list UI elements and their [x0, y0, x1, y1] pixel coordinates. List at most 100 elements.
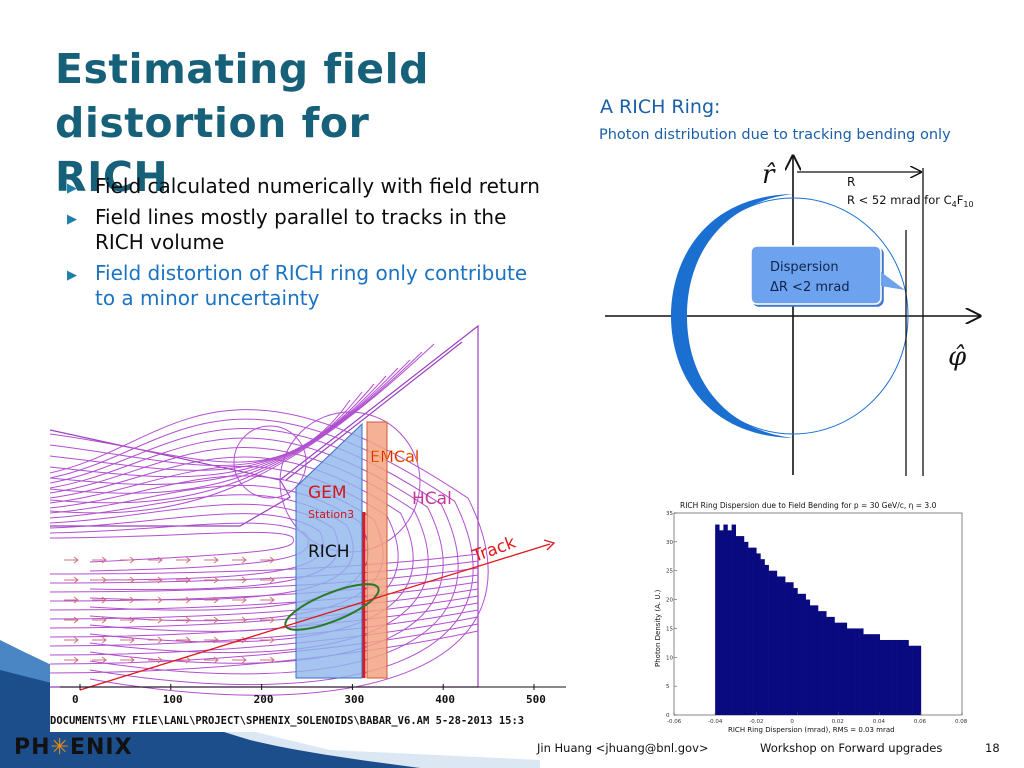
bullet-text: Field distortion of RICH ring only contr…: [95, 261, 528, 310]
field-line: [50, 553, 479, 575]
histogram-bar: [830, 616, 835, 715]
field-vector-arrow: [176, 576, 191, 584]
field-line: [50, 567, 479, 593]
field-vector-arrow: [148, 596, 163, 604]
chart-xlabel: RICH Ring Dispersion (mrad), RMS = 0.03 …: [728, 726, 895, 734]
field-vector-arrow: [120, 616, 135, 624]
histogram-bar: [855, 628, 860, 715]
r-axis-label: r̂: [762, 160, 776, 190]
field-map-tick-label: 500: [526, 693, 546, 706]
bullet-item: ▶ Field lines mostly parallel to tracks i…: [65, 205, 545, 255]
field-vector-arrow: [204, 656, 219, 664]
histogram-bar: [731, 524, 737, 715]
field-vector-arrow: [64, 616, 79, 624]
field-line: [50, 437, 444, 664]
field-line: [50, 574, 479, 602]
field-vector-arrow: [232, 556, 247, 564]
histogram-bar: [916, 645, 922, 715]
ring-subheading: Photon distribution due to tracking bend…: [599, 127, 951, 143]
field-line: [50, 359, 411, 494]
field-line: [50, 391, 363, 466]
hcal-label: HCal: [412, 489, 452, 509]
field-vector-arrow: [260, 596, 275, 604]
histogram-bar: [735, 536, 741, 715]
field-vector-arrow: [204, 576, 219, 584]
rich-volume: [295, 422, 363, 679]
histogram-bar: [908, 645, 913, 715]
y-tick-label: 25: [666, 569, 673, 575]
bullet-list: ▶ Field calculated numerically with field…: [65, 174, 545, 317]
field-vector-arrow: [260, 656, 275, 664]
bullet-arrow-icon: ▶: [67, 268, 77, 283]
field-vector-arrow: [176, 636, 191, 644]
field-vector-arrow: [260, 636, 275, 644]
histogram-bar: [764, 564, 769, 715]
histogram-bar: [883, 639, 889, 715]
field-line: [50, 581, 479, 611]
field-vector-arrow: [120, 636, 135, 644]
bullet-text: Field calculated numerically with field …: [95, 174, 540, 198]
field-line: [50, 418, 474, 686]
x-tick-label: 0.04: [873, 719, 886, 725]
x-tick-label: -0.04: [708, 719, 723, 725]
histogram-bar: [863, 634, 868, 715]
field-line: [50, 630, 479, 674]
field-vector-arrow: [148, 616, 163, 624]
y-tick-label: 10: [666, 655, 673, 661]
field-vector-arrow: [260, 556, 275, 564]
radius-label: R: [847, 175, 855, 189]
chart-title: RICH Ring Dispersion due to Field Bendin…: [680, 501, 937, 510]
field-line: [50, 623, 479, 665]
histogram-bar: [809, 605, 815, 715]
field-vector-arrow: [204, 616, 219, 624]
histogram-bar: [867, 634, 872, 715]
histogram-bar: [846, 628, 852, 715]
y-tick-label: 30: [666, 540, 673, 546]
histogram-bar: [739, 536, 745, 715]
histogram-bar: [842, 622, 848, 715]
field-vector-arrow: [120, 596, 135, 604]
histogram-bar: [850, 628, 856, 715]
phi-axis-label: φ̂: [948, 342, 967, 372]
field-vector-arrow: [92, 556, 107, 564]
dispersion-histogram: RICH Ring Dispersion due to Field Bendin…: [650, 497, 970, 737]
field-vector-arrow: [260, 576, 275, 584]
callout-line2: ΔR <2 mrad: [770, 280, 850, 295]
histogram-bar: [752, 547, 757, 715]
histogram-bar: [887, 639, 893, 715]
field-vector-arrow: [232, 596, 247, 604]
field-vector-arrow: [64, 556, 79, 564]
field-vector-arrow: [176, 616, 191, 624]
histogram-bar: [723, 524, 728, 715]
slide-title: Estimating field distortion for RICH: [55, 45, 430, 201]
field-vector-arrow: [204, 636, 219, 644]
histogram-bar: [760, 559, 765, 715]
bullet-arrow-icon: ▶: [67, 181, 77, 196]
file-path-label: DOCUMENTS\MY FILE\LANL\PROJECT\SPHENIX_S…: [50, 715, 524, 727]
histogram-bar: [904, 639, 909, 715]
field-vector-arrow: [120, 656, 135, 664]
field-vector-arrow: [176, 596, 191, 604]
histogram-bar: [801, 593, 806, 715]
histogram-bar: [896, 639, 901, 715]
x-tick-label: 0: [790, 719, 794, 725]
histogram-bar: [719, 530, 724, 715]
field-line: [50, 409, 489, 696]
y-tick-label: 0: [666, 713, 670, 719]
sun-icon: ✳: [50, 735, 70, 760]
field-vector-arrow: [204, 596, 219, 604]
x-tick-label: -0.06: [667, 719, 682, 725]
y-tick-label: 5: [666, 684, 670, 690]
field-vector-arrow: [64, 636, 79, 644]
histogram-bar: [743, 541, 749, 715]
field-vector-arrow: [148, 636, 163, 644]
histogram-bar: [776, 576, 782, 715]
bullet-item: ▶ Field calculated numerically with field…: [65, 174, 545, 199]
emcal-volume: [366, 421, 388, 679]
bullet-text: Field lines mostly parallel to tracks in…: [95, 205, 507, 254]
footer-workshop: Workshop on Forward upgrades: [760, 741, 943, 755]
histogram-bar: [900, 639, 905, 715]
histogram-bar: [785, 582, 790, 715]
field-vector-arrow: [120, 576, 135, 584]
field-line: [50, 531, 294, 563]
